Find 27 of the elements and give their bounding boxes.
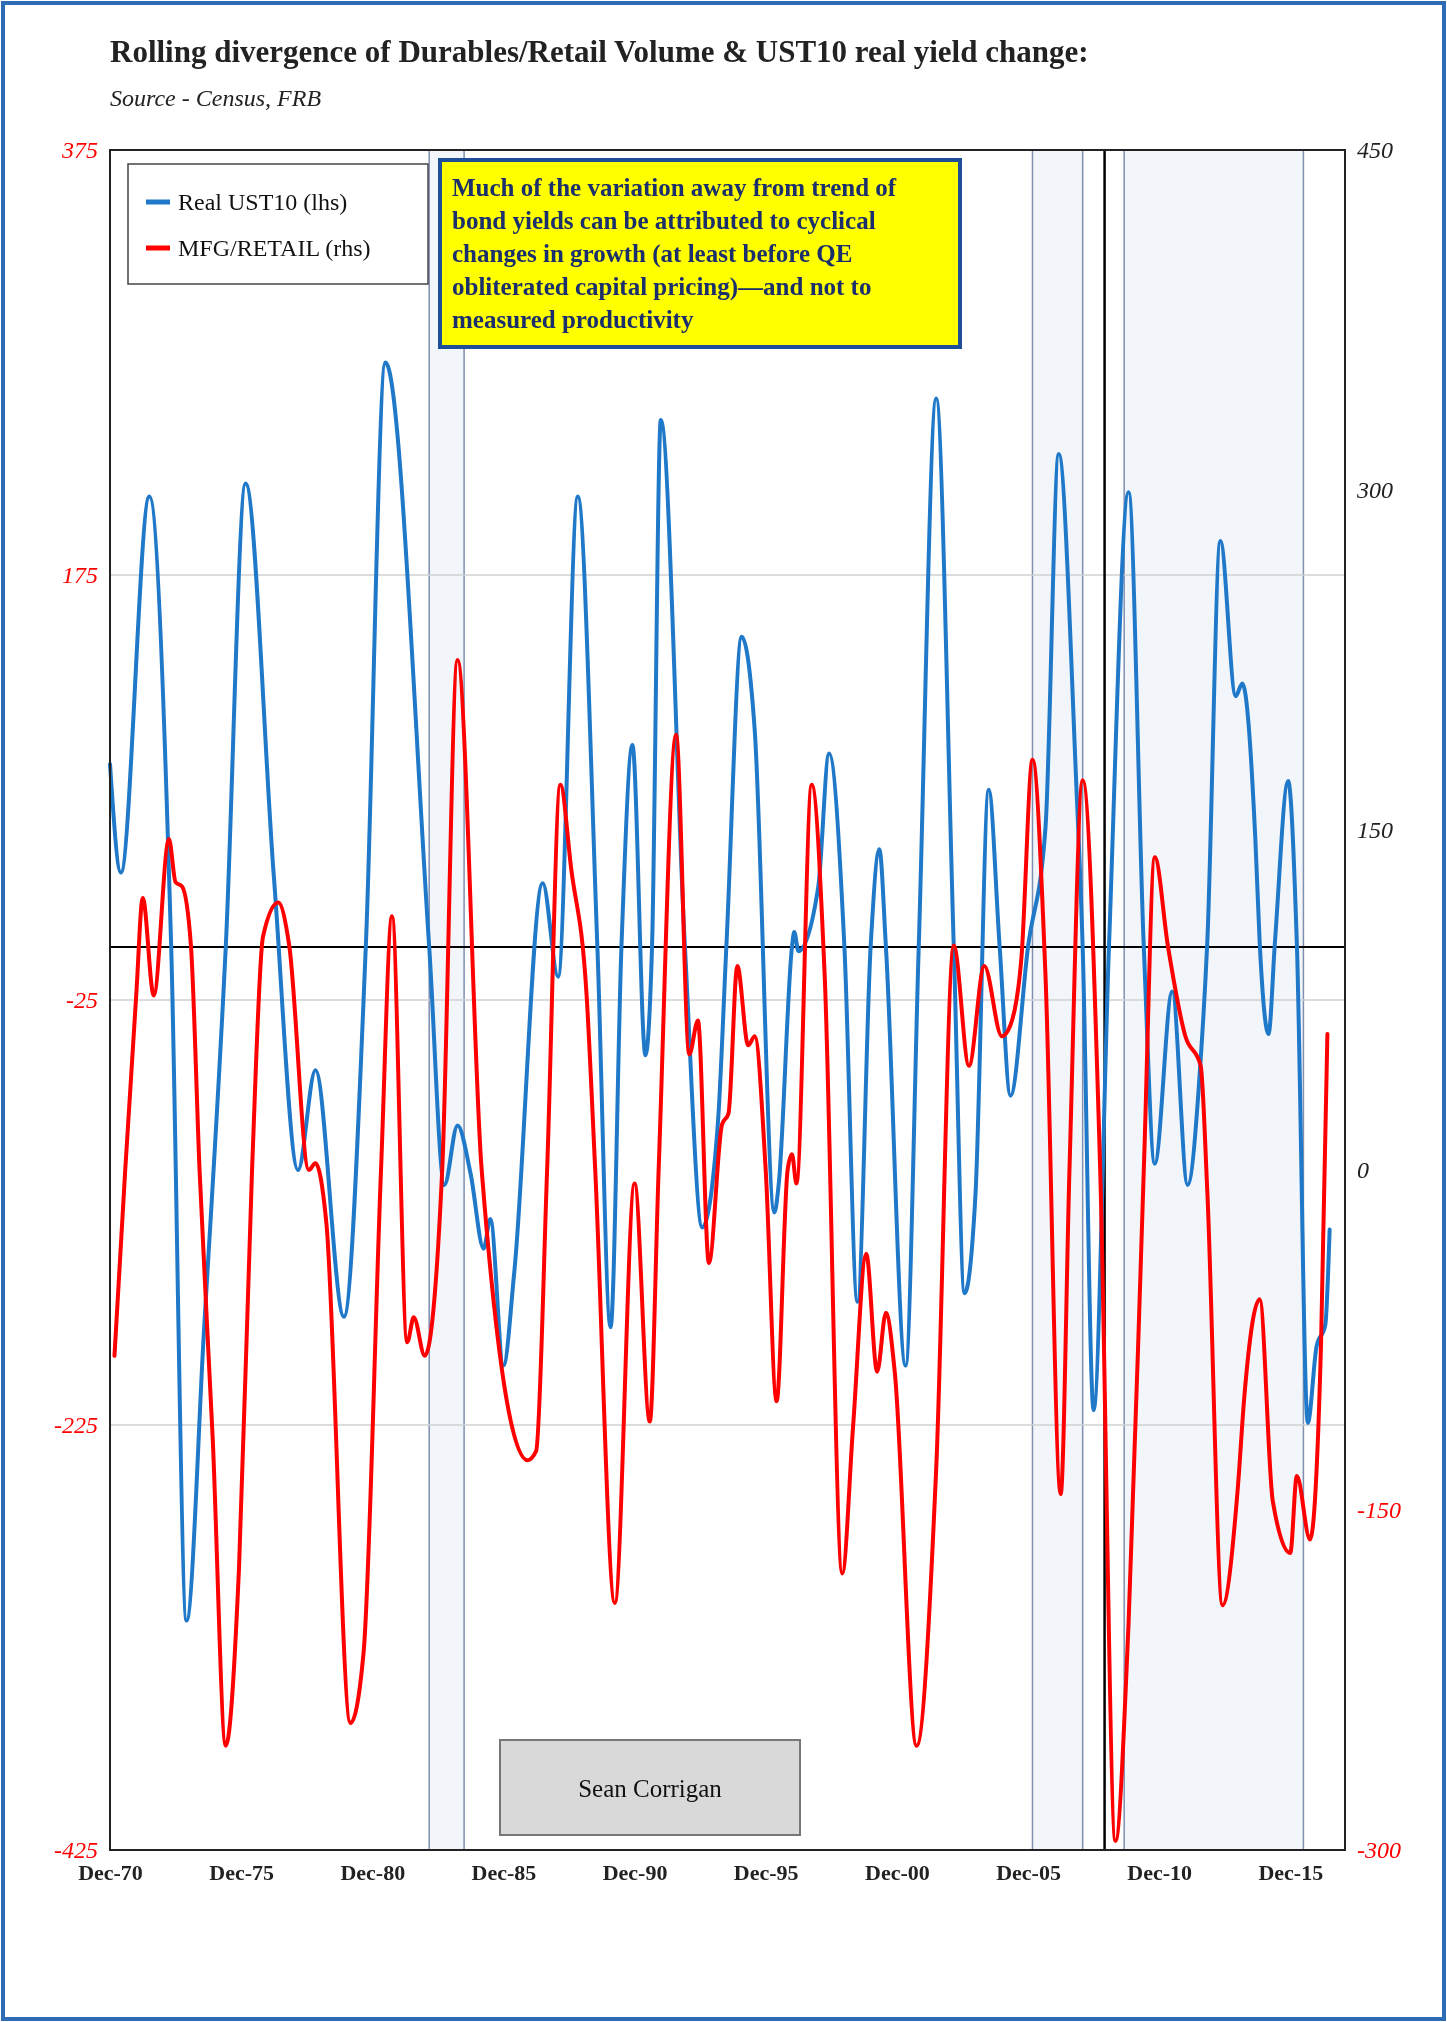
y2-tick-label: 0: [1357, 1157, 1369, 1184]
y-tick-label: 375: [61, 137, 98, 164]
x-tick-label: Dec-80: [340, 1859, 406, 1885]
x-tick-label: Dec-85: [471, 1859, 537, 1885]
x-tick-label: Dec-00: [865, 1859, 930, 1885]
y2-tick-label: -150: [1357, 1497, 1401, 1524]
x-tick-label: Dec-05: [996, 1859, 1061, 1885]
y2-tick-label: 300: [1356, 477, 1393, 504]
line-series: [108, 360, 1332, 1623]
y-tick-label: -25: [66, 987, 98, 1014]
y2-tick-label: 450: [1357, 137, 1393, 164]
source-note: Source - Census, FRB: [110, 85, 322, 111]
x-tick-label: Dec-75: [209, 1859, 274, 1885]
annotation: Much of the variation away from trend of bond yields can be attributed to cyclical changes in growth (at least before QE obliterated capital pricing)—and not to measured productivity: [452, 174, 897, 333]
y2-tick-label: 150: [1357, 817, 1393, 844]
y-tick-label: 175: [62, 562, 98, 589]
y2-tick-label: -300: [1357, 1837, 1401, 1864]
x-tick-label: Dec-15: [1258, 1859, 1324, 1885]
line-series: [112, 658, 1330, 1843]
annotation: Sean Corrigan: [578, 1774, 723, 1802]
x-tick-label: Dec-90: [602, 1859, 668, 1885]
x-tick-label: Dec-10: [1127, 1859, 1193, 1885]
y-tick-label: -225: [54, 1412, 98, 1439]
legend-label: Real UST10 (lhs): [178, 189, 348, 215]
legend-label: MFG/RETAIL (rhs): [178, 235, 371, 261]
chart-title: Rolling divergence of Durables/Retail Volume & UST10 real yield change:: [110, 34, 1089, 69]
x-tick-label: Dec-95: [733, 1859, 799, 1885]
